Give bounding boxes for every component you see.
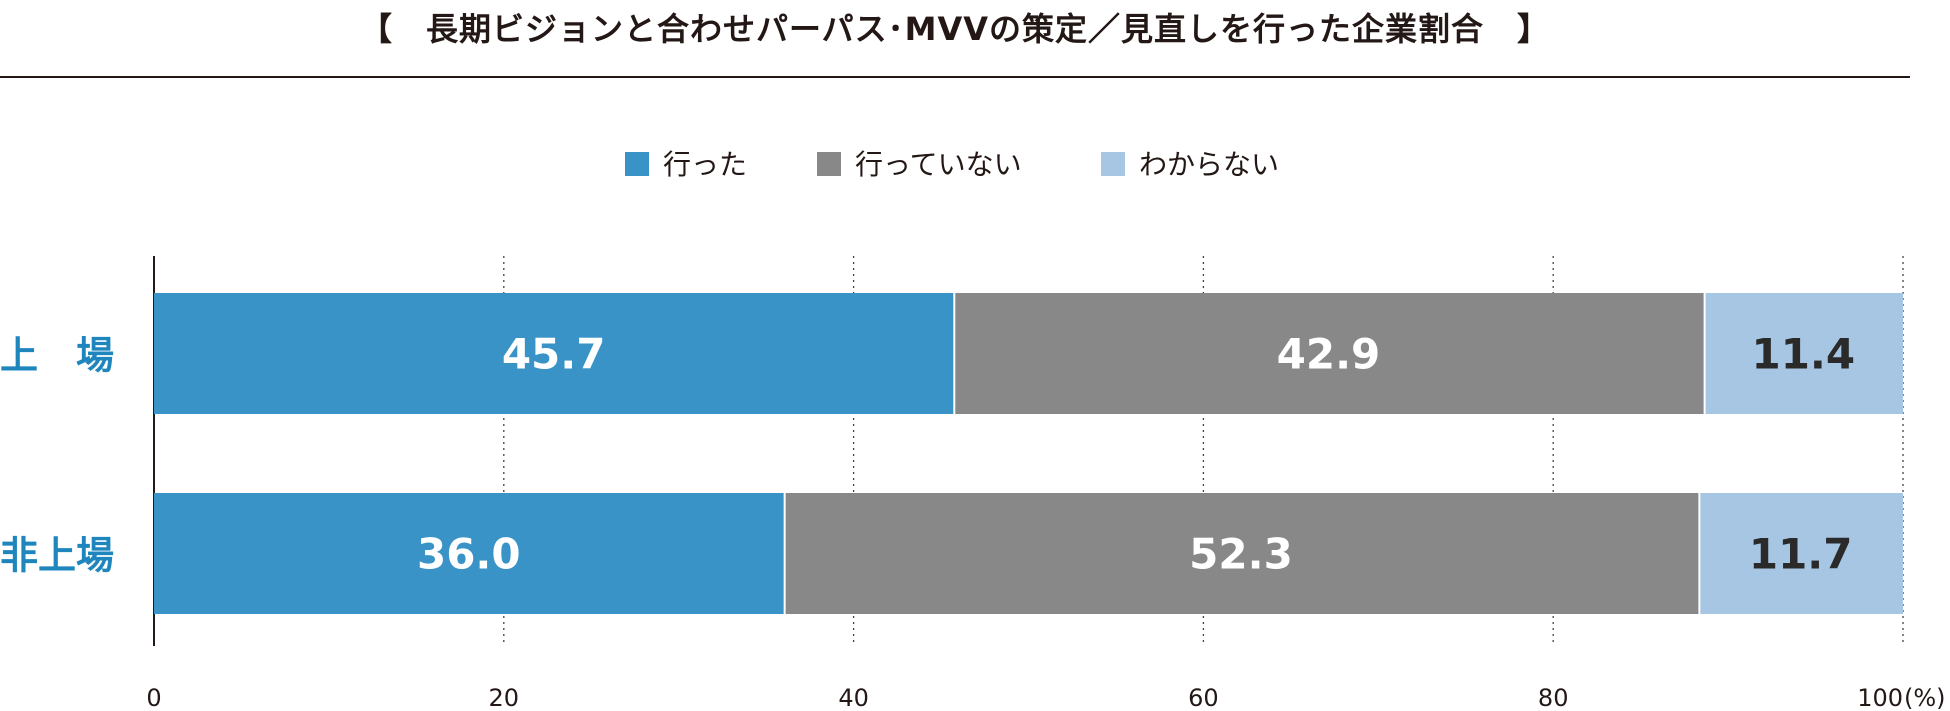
bar-2-2 xyxy=(785,493,1699,614)
x-axis-unit: (%) xyxy=(1904,684,1946,711)
legend-label-1: 行った xyxy=(663,148,747,181)
x-tick-label-40: 40 xyxy=(838,684,869,711)
bar-1-1 xyxy=(154,293,954,414)
x-tick-label-60: 60 xyxy=(1188,684,1219,711)
data-label-2-2: 52.3 xyxy=(1189,530,1293,579)
x-tick-label-80: 80 xyxy=(1538,684,1569,711)
legend-swatch-3 xyxy=(1101,152,1125,176)
bar-2-3 xyxy=(1700,493,1903,614)
title-divider xyxy=(0,76,1910,78)
x-tick-label-100: 100 xyxy=(1857,684,1903,711)
category-label-2: 非上場 xyxy=(0,534,114,578)
chart-title: 【 長期ビジョンと合わせパーパス･MVVの策定／見直しを行った企業割合 】 xyxy=(359,10,1551,48)
data-label-1-2: 42.9 xyxy=(1277,330,1381,379)
x-tick-label-0: 0 xyxy=(146,684,161,711)
legend-label-3: わからない xyxy=(1139,148,1279,181)
bar-1-3 xyxy=(1705,293,1903,414)
bar-2-1 xyxy=(154,493,784,614)
legend-swatch-2 xyxy=(817,152,841,176)
legend-swatch-1 xyxy=(625,152,649,176)
data-label-1-3: 11.4 xyxy=(1751,330,1855,379)
category-label-1: 上 場 xyxy=(0,334,114,378)
legend-label-2: 行っていない xyxy=(855,148,1022,181)
x-tick-label-20: 20 xyxy=(489,684,520,711)
bar-1-2 xyxy=(955,293,1704,414)
data-label-2-3: 11.7 xyxy=(1749,530,1853,579)
data-label-1-1: 45.7 xyxy=(502,330,606,379)
data-label-2-1: 36.0 xyxy=(417,530,521,579)
